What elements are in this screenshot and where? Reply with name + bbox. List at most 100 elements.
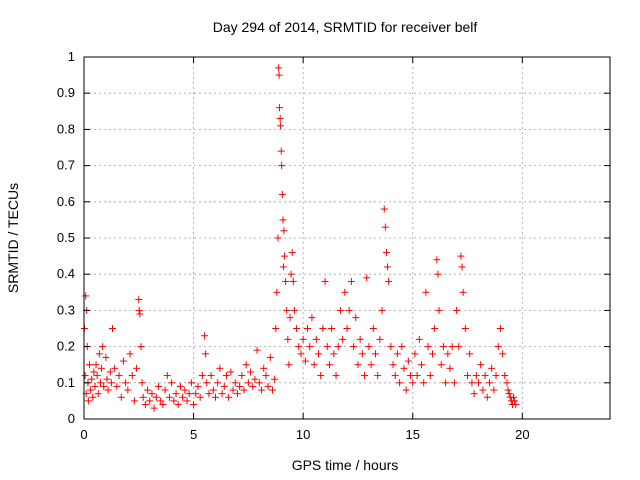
data-point	[381, 223, 389, 231]
data-point	[369, 325, 377, 332]
data-point	[207, 372, 215, 380]
data-point	[161, 386, 169, 394]
data-point	[271, 375, 279, 383]
data-point	[218, 390, 226, 398]
data-point	[115, 372, 123, 380]
data-point	[504, 386, 512, 394]
data-point	[85, 361, 93, 369]
data-points	[80, 64, 520, 412]
data-point	[485, 379, 493, 387]
data-point	[472, 372, 480, 380]
data-point	[190, 401, 198, 409]
data-point	[281, 252, 289, 260]
data-point	[279, 216, 287, 224]
data-point	[461, 325, 469, 332]
data-point	[274, 234, 282, 242]
data-point	[262, 372, 270, 380]
data-point	[92, 361, 100, 369]
data-point	[477, 361, 485, 369]
data-point	[439, 343, 447, 351]
data-point	[196, 393, 204, 401]
data-point	[389, 361, 397, 369]
data-point	[111, 364, 119, 372]
data-point	[387, 343, 395, 351]
data-point	[260, 364, 268, 372]
y-tick-label: 0.4	[57, 266, 75, 281]
data-point	[413, 372, 421, 380]
data-point	[277, 147, 285, 155]
data-point	[385, 277, 393, 285]
data-point	[457, 252, 465, 260]
data-point	[176, 382, 184, 390]
data-point	[354, 361, 362, 369]
tick-labels: 00.10.20.30.40.50.60.70.80.910 5 10 15 20	[57, 49, 530, 442]
data-point	[325, 361, 333, 369]
data-point	[434, 270, 442, 278]
data-point	[374, 372, 382, 380]
axis-ticks	[83, 56, 610, 420]
data-point	[155, 382, 163, 390]
data-point	[409, 379, 417, 387]
data-point	[301, 357, 309, 365]
data-point	[247, 368, 255, 376]
y-tick-label: 0	[68, 411, 75, 426]
data-point	[492, 372, 500, 380]
data-point	[133, 364, 141, 372]
data-point	[229, 386, 237, 394]
data-point	[283, 306, 291, 314]
data-point	[99, 343, 107, 351]
data-point	[350, 343, 358, 351]
data-point	[275, 71, 283, 79]
data-point	[278, 191, 286, 199]
data-point	[400, 364, 408, 372]
data-point	[367, 361, 375, 369]
data-point	[496, 325, 504, 332]
data-point	[483, 393, 491, 401]
data-point	[284, 335, 292, 343]
data-point	[157, 397, 165, 405]
data-point	[238, 372, 246, 380]
data-point	[113, 382, 121, 390]
data-point	[282, 277, 290, 285]
data-point	[236, 382, 244, 390]
data-point	[358, 350, 366, 358]
data-point	[251, 375, 259, 383]
data-point	[202, 350, 210, 358]
data-point	[272, 325, 280, 332]
data-point	[391, 372, 399, 380]
data-point	[317, 372, 325, 380]
data-point	[95, 350, 103, 358]
data-point	[334, 343, 342, 351]
data-point	[275, 104, 283, 112]
data-point	[308, 314, 316, 322]
data-point	[424, 343, 432, 351]
data-point	[450, 379, 458, 387]
data-point	[94, 390, 102, 398]
data-point	[268, 386, 276, 394]
plot-frame	[83, 56, 611, 420]
data-point	[442, 379, 450, 387]
data-point	[212, 393, 219, 401]
data-point	[187, 379, 195, 387]
x-axis-label: GPS time / hours	[292, 457, 399, 473]
data-point	[431, 325, 439, 332]
data-point	[293, 325, 301, 332]
data-point	[288, 248, 296, 256]
y-tick-label: 0.9	[57, 85, 75, 100]
y-tick-label: 0.1	[57, 375, 75, 390]
data-point	[203, 379, 211, 387]
x-tick-label: 5	[190, 427, 197, 442]
data-point	[352, 314, 360, 322]
x-tick-label: 0	[80, 427, 87, 442]
data-point	[501, 372, 509, 380]
data-point	[81, 372, 89, 380]
data-point	[98, 364, 106, 372]
data-point	[278, 162, 286, 170]
y-tick-label: 1	[68, 49, 75, 64]
data-point	[201, 332, 209, 340]
data-point	[336, 306, 344, 314]
data-point	[181, 386, 189, 394]
data-point	[418, 361, 426, 369]
data-point	[122, 379, 130, 387]
data-point	[332, 372, 340, 380]
